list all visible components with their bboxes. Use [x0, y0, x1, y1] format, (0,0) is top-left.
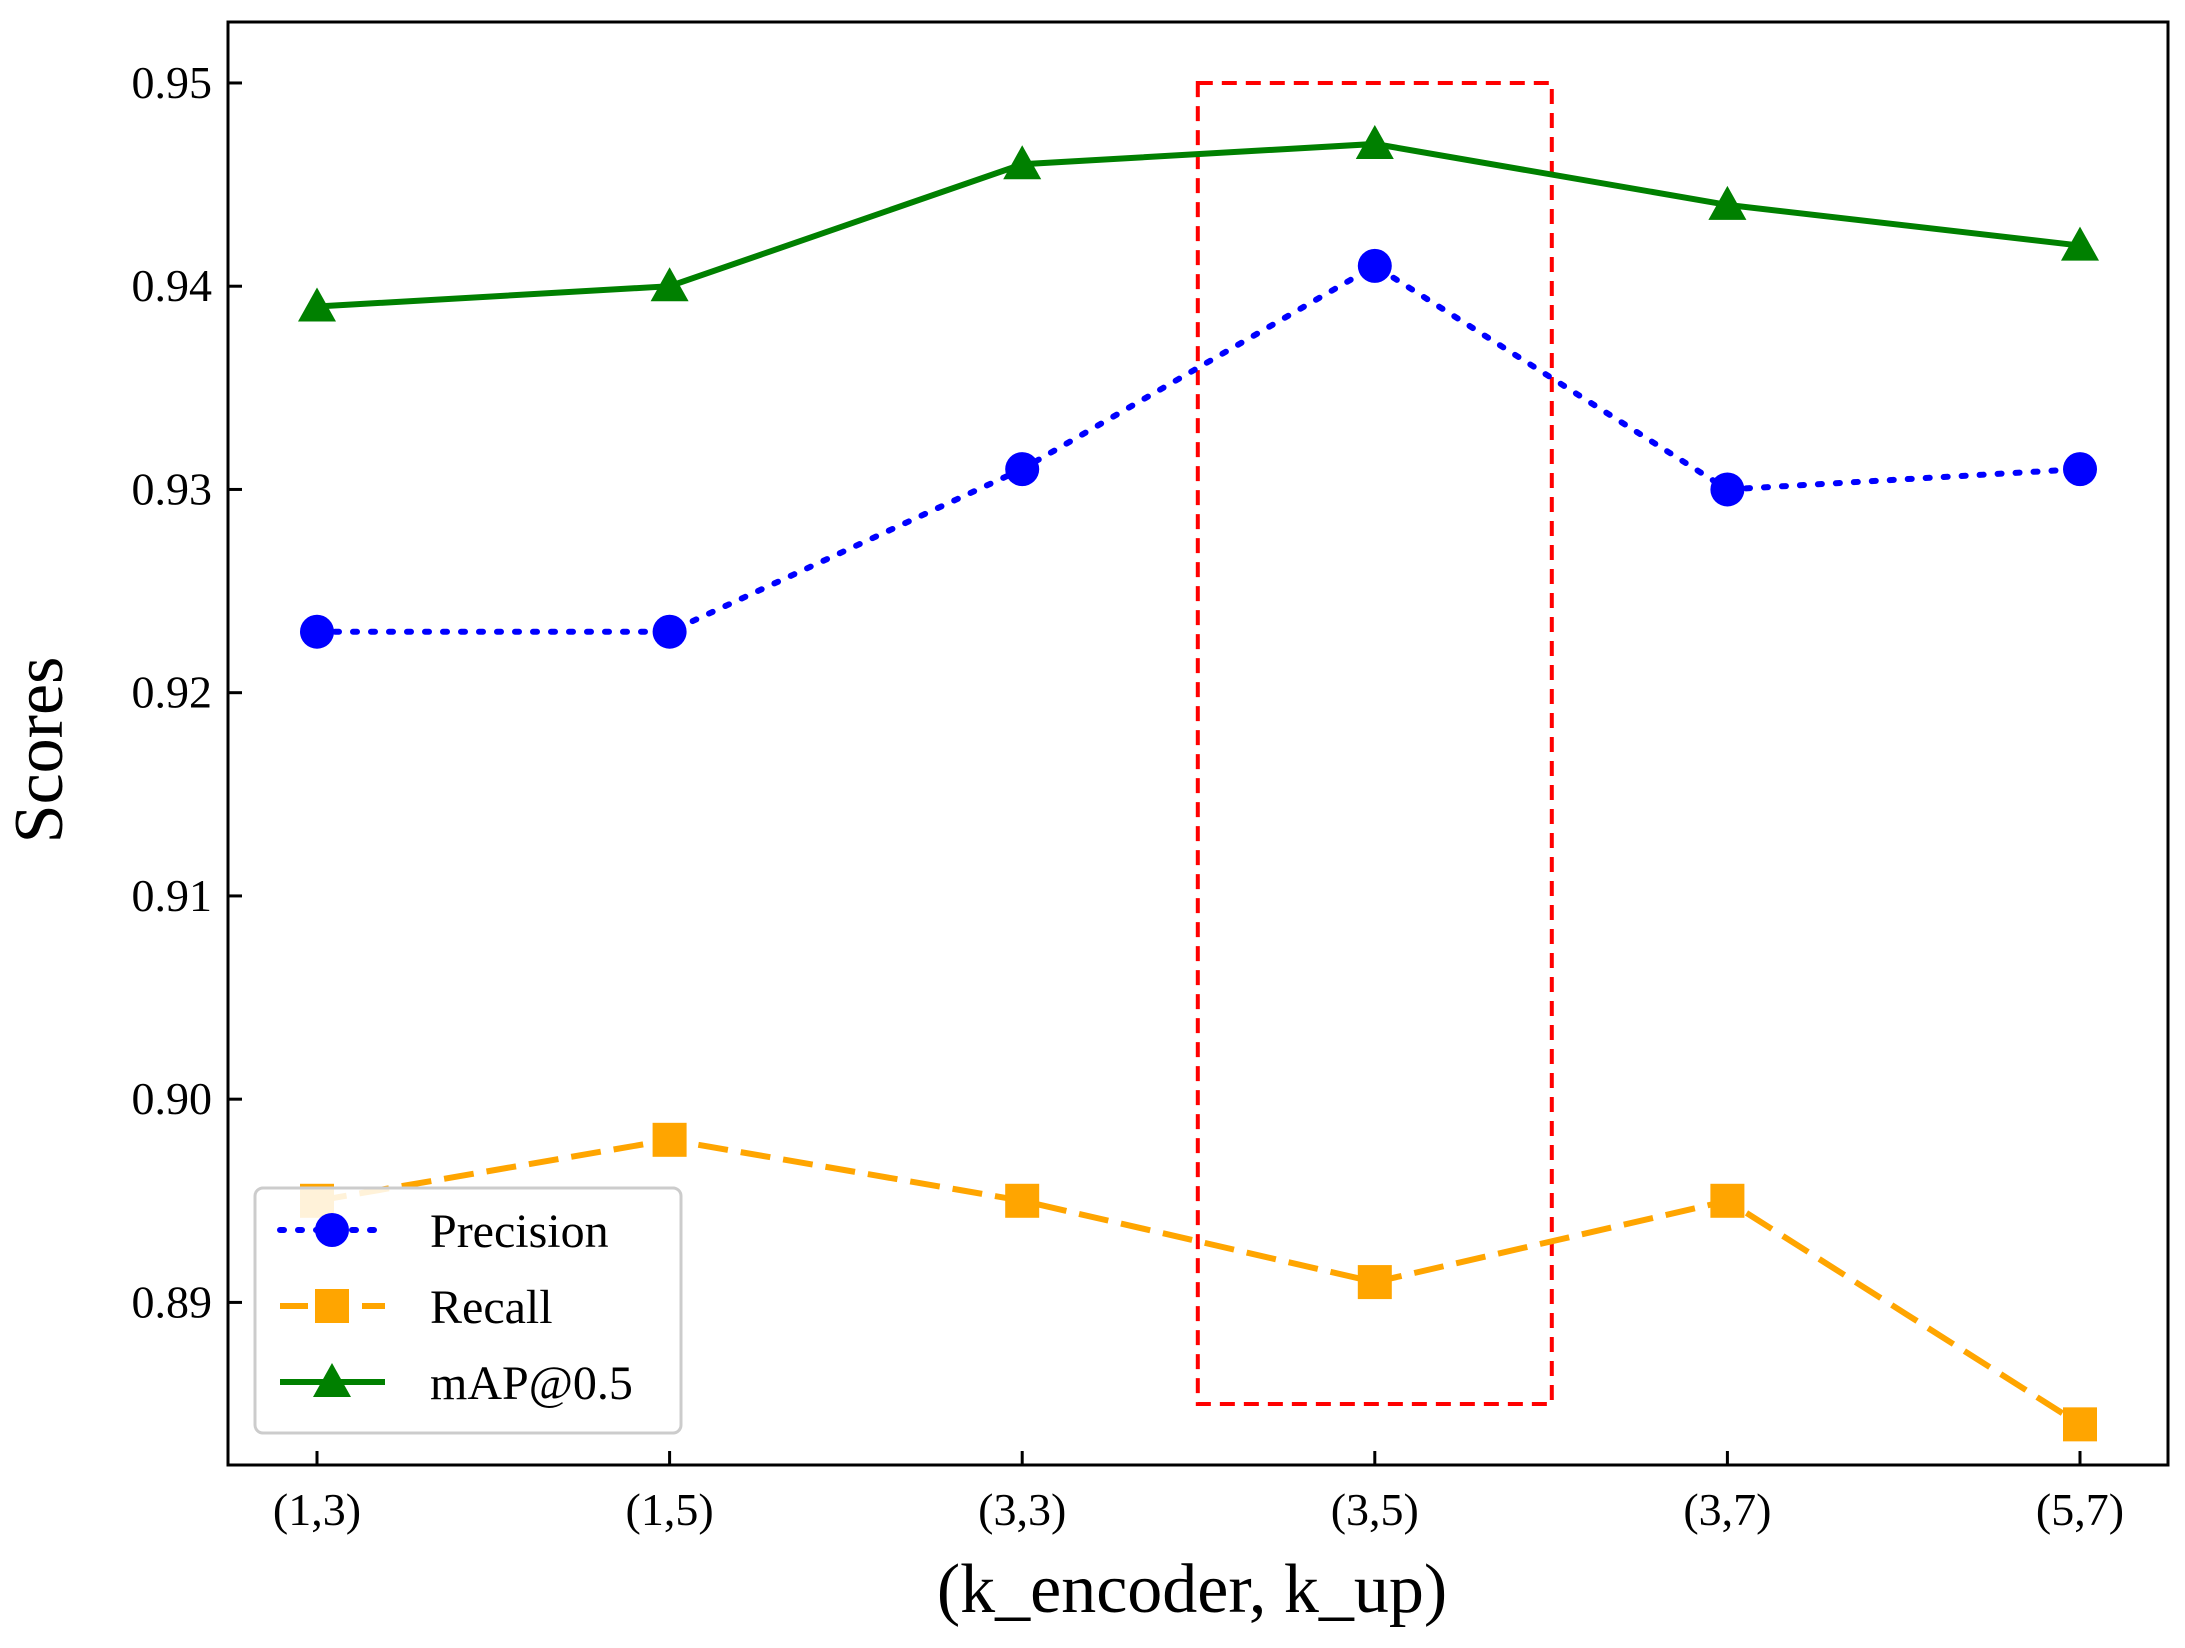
plot-frame	[226, 20, 2170, 1467]
series-line-precision	[314, 262, 2083, 635]
recall-point-4	[1710, 1183, 1745, 1218]
x-tick-label: (3,3)	[978, 1484, 1066, 1535]
legend-label-precision: Precision	[430, 1205, 609, 1258]
x-tick-label: (3,7)	[1683, 1484, 1771, 1535]
y-tick-label: 0.89	[132, 1276, 213, 1327]
precision-point-5	[2063, 452, 2097, 487]
legend-marker-precision	[315, 1213, 349, 1247]
map-0-5-point-2	[1003, 145, 1042, 180]
x-tick-label: (1,5)	[626, 1484, 714, 1535]
map-0-5-point-0	[298, 287, 336, 322]
legend-marker-recall	[315, 1289, 349, 1323]
y-tick-label: 0.92	[132, 667, 213, 718]
recall-point-1	[652, 1122, 687, 1157]
map-0-5-point-4	[1708, 185, 1747, 220]
map-0-5-point-3	[1355, 124, 1394, 159]
y-tick-label: 0.93	[132, 463, 213, 514]
y-tick-label: 0.94	[132, 260, 213, 311]
x-tick-label: (5,7)	[2036, 1484, 2124, 1535]
recall-point-3	[1357, 1265, 1392, 1300]
legend-label-recall: Recall	[430, 1281, 553, 1334]
x-tick-label: (3,5)	[1331, 1484, 1419, 1535]
y-tick-label: 0.95	[132, 57, 213, 108]
y-axis-title: Scores	[1, 657, 78, 844]
highlight-box	[1195, 80, 1554, 1407]
recall-point-2	[1005, 1183, 1040, 1218]
y-tick-label: 0.91	[132, 870, 213, 921]
precision-point-3	[1357, 248, 1392, 283]
legend-label-map-0-5: mAP@0.5	[430, 1357, 633, 1410]
precision-point-2	[1005, 452, 1040, 487]
precision-point-1	[652, 614, 687, 649]
series-line-recall	[316, 1136, 2082, 1427]
series-line-map-0-5	[316, 140, 2081, 310]
precision-point-4	[1710, 472, 1745, 507]
legend-box	[253, 1186, 683, 1435]
legend-marker-map-0-5	[313, 1363, 351, 1397]
precision-point-0	[300, 614, 334, 649]
x-axis-title: (k_encoder, k_up)	[937, 1551, 1447, 1628]
map-0-5-point-1	[650, 267, 689, 302]
recall-point-5	[2063, 1407, 2097, 1442]
map-0-5-point-5	[2061, 226, 2099, 261]
y-tick-label: 0.90	[132, 1073, 213, 1124]
x-tick-label: (1,3)	[273, 1484, 361, 1535]
